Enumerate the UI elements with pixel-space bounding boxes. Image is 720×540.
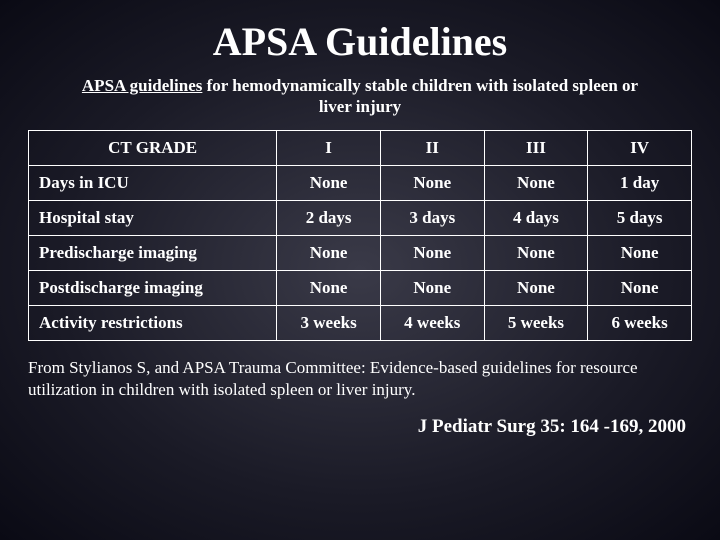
table-cell: 1 day — [588, 165, 692, 200]
table-row: Postdischarge imaging None None None Non… — [29, 270, 692, 305]
table-cell: 5 days — [588, 200, 692, 235]
table-cell: 6 weeks — [588, 305, 692, 340]
table-header-row: CT GRADE I II III IV — [29, 130, 692, 165]
table-cell: None — [588, 235, 692, 270]
table-cell: None — [277, 270, 381, 305]
table-cell: None — [484, 270, 588, 305]
table-cell: None — [588, 270, 692, 305]
table-cell: None — [277, 165, 381, 200]
table-header: CT GRADE — [29, 130, 277, 165]
table-cell: None — [484, 235, 588, 270]
row-label: Hospital stay — [29, 200, 277, 235]
row-label: Predischarge imaging — [29, 235, 277, 270]
table-cell: 3 days — [380, 200, 484, 235]
table-cell: 3 weeks — [277, 305, 381, 340]
subtitle-rest: for hemodynamically stable children with… — [202, 76, 638, 116]
row-label: Activity restrictions — [29, 305, 277, 340]
table-cell: 4 weeks — [380, 305, 484, 340]
table-cell: None — [380, 235, 484, 270]
table-row: Days in ICU None None None 1 day — [29, 165, 692, 200]
table-row: Predischarge imaging None None None None — [29, 235, 692, 270]
table-cell: None — [380, 270, 484, 305]
row-label: Postdischarge imaging — [29, 270, 277, 305]
table-row: Activity restrictions 3 weeks 4 weeks 5 … — [29, 305, 692, 340]
citation: J Pediatr Surg 35: 164 -169, 2000 — [28, 416, 692, 438]
row-label: Days in ICU — [29, 165, 277, 200]
subtitle: APSA guidelines for hemodynamically stab… — [70, 75, 650, 118]
source-text: From Stylianos S, and APSA Trauma Commit… — [28, 357, 692, 403]
table-header: IV — [588, 130, 692, 165]
table-header: II — [380, 130, 484, 165]
table-cell: 2 days — [277, 200, 381, 235]
table-header: I — [277, 130, 381, 165]
guidelines-table: CT GRADE I II III IV Days in ICU None No… — [28, 130, 692, 341]
table-cell: 5 weeks — [484, 305, 588, 340]
subtitle-underline: APSA guidelines — [82, 76, 202, 95]
table-cell: None — [380, 165, 484, 200]
page-title: APSA Guidelines — [28, 18, 692, 65]
table-cell: 4 days — [484, 200, 588, 235]
table-cell: None — [484, 165, 588, 200]
table-header: III — [484, 130, 588, 165]
table-row: Hospital stay 2 days 3 days 4 days 5 day… — [29, 200, 692, 235]
table-cell: None — [277, 235, 381, 270]
